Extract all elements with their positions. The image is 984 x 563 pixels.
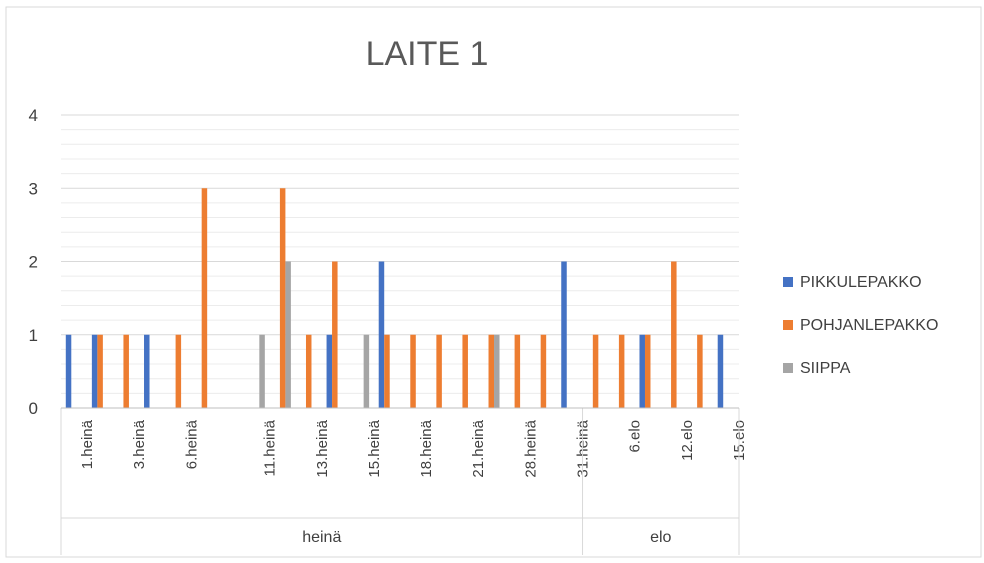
x-tick-label: 6.elo <box>627 420 644 453</box>
x-tick-label: 6.heinä <box>183 419 200 469</box>
legend-swatch <box>783 320 793 330</box>
bars <box>65 188 724 408</box>
bar-pohjanlepakko <box>540 334 547 408</box>
x-tick-label: 28.heinä <box>522 419 539 477</box>
legend-label: PIKKULEPAKKO <box>800 274 922 291</box>
x-tick-label: 13.heinä <box>314 419 331 477</box>
bar-pohjanlepakko <box>384 334 390 408</box>
gridlines <box>61 114 739 409</box>
bar-pohjanlepakko <box>618 334 625 408</box>
y-tick-label: 0 <box>29 399 38 418</box>
x-tick-label: 3.heinä <box>131 419 148 469</box>
bar-pohjanlepakko <box>175 334 182 408</box>
x-tick-label: 12.elo <box>679 420 696 461</box>
x-tick-label: 1.heinä <box>79 419 96 469</box>
x-tick-label: 15.heinä <box>366 419 383 477</box>
legend-swatch <box>783 277 793 287</box>
legend-label: SIIPPA <box>800 360 851 377</box>
bar-siippa <box>363 334 370 408</box>
bar-pohjanlepakko <box>644 334 651 408</box>
bar-siippa <box>494 334 500 408</box>
x-tick-label: 18.heinä <box>418 419 435 477</box>
bar-pohjanlepakko <box>488 334 495 408</box>
bar-pikkulepakko <box>91 334 98 408</box>
bar-pohjanlepakko <box>514 334 521 408</box>
bar-pohjanlepakko <box>305 334 312 408</box>
bar-pohjanlepakko <box>201 188 208 408</box>
bar-siippa <box>259 334 265 408</box>
bar-pohjanlepakko <box>697 334 703 408</box>
bar-pohjanlepakko <box>410 334 416 408</box>
axes: 0 1 2 3 4 1.heinä 3.heinä 6.heinä 11.heinä 13.hei… <box>29 106 748 555</box>
chart-title: LAITE 1 <box>366 35 489 73</box>
y-tick-label: 4 <box>29 106 38 125</box>
bar-pohjanlepakko <box>592 334 599 408</box>
y-tick-label: 1 <box>29 326 38 345</box>
bar-pikkulepakko <box>378 261 385 408</box>
bar-pohjanlepakko <box>123 334 129 408</box>
bar-pohjanlepakko <box>671 261 677 408</box>
bar-pikkulepakko <box>144 334 150 408</box>
group-label: heinä <box>302 529 341 546</box>
group-label: elo <box>650 529 671 546</box>
bar-pikkulepakko <box>561 261 567 408</box>
x-tick-label: 21.heinä <box>470 419 487 477</box>
x-tick-label: 11.heinä <box>262 419 279 476</box>
bar-pikkulepakko <box>326 334 333 408</box>
legend-label: POHJANLEPAKKO <box>800 317 938 334</box>
bar-pikkulepakko <box>65 334 72 408</box>
bar-pohjanlepakko <box>332 261 338 408</box>
bar-pikkulepakko <box>717 334 724 408</box>
bar-pohjanlepakko <box>279 188 286 408</box>
y-tick-label: 2 <box>29 253 38 272</box>
y-tick-label: 3 <box>29 179 38 198</box>
bar-siippa <box>285 261 291 408</box>
bar-pikkulepakko <box>639 334 645 408</box>
legend: PIKKULEPAKKO POHJANLEPAKKO SIIPPA <box>783 274 938 377</box>
chart-border <box>5 6 982 558</box>
bar-pohjanlepakko <box>436 334 442 408</box>
legend-swatch <box>783 363 793 373</box>
bar-pohjanlepakko <box>462 334 468 408</box>
bar-pohjanlepakko <box>97 334 103 408</box>
